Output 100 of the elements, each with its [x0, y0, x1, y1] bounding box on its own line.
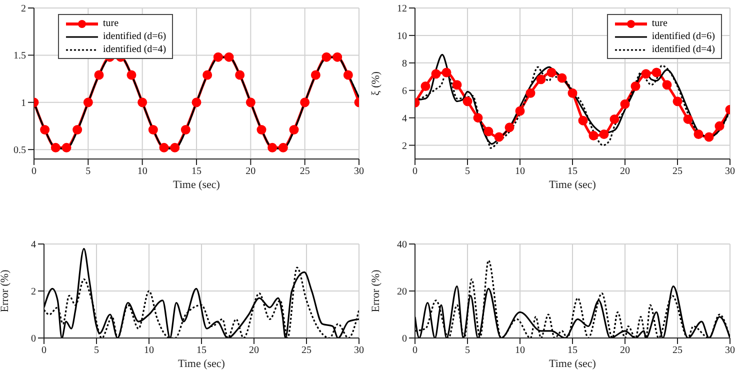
point: [526, 88, 536, 98]
x-tick-label: 0: [412, 166, 418, 178]
point: [224, 52, 234, 62]
point: [452, 80, 462, 90]
point: [300, 98, 310, 108]
point: [420, 81, 430, 91]
point: [170, 142, 180, 152]
legend-label: identified (d=4): [652, 43, 715, 56]
point: [180, 124, 190, 134]
x-tick-label: 10: [144, 345, 154, 356]
point: [94, 70, 104, 80]
x-tick-label: 25: [672, 166, 682, 178]
x-tick-label: 15: [568, 345, 578, 356]
point: [50, 142, 60, 152]
point: [588, 130, 598, 140]
point: [256, 124, 266, 134]
x-axis-title: Time (sec): [178, 358, 226, 370]
x-tick-label: 15: [192, 166, 202, 178]
point: [148, 124, 158, 134]
point: [694, 130, 704, 140]
point: [213, 52, 223, 62]
point: [672, 96, 682, 106]
y-tick-label: 12: [397, 4, 407, 15]
y-tick-label: 0: [402, 334, 407, 345]
point: [704, 132, 714, 142]
point: [494, 132, 504, 142]
point: [662, 80, 672, 90]
point: [62, 142, 72, 152]
point: [310, 70, 320, 80]
point: [683, 114, 693, 124]
point: [578, 116, 588, 126]
y-tick-label: 0: [31, 334, 36, 345]
point: [72, 124, 82, 134]
point: [289, 124, 299, 134]
point: [536, 74, 546, 84]
x-tick-label: 25: [302, 345, 312, 356]
x-tick-label: 30: [725, 166, 735, 178]
y-tick-label: 1.5: [14, 50, 26, 62]
point: [557, 73, 567, 83]
y-tick-label: 1: [21, 98, 26, 109]
point: [268, 142, 278, 152]
point: [278, 142, 288, 152]
x-tick-label: 15: [568, 166, 578, 178]
x-tick-label: 25: [300, 166, 310, 178]
y-tick-label: 4: [31, 240, 36, 251]
x-tick-label: 5: [465, 166, 470, 178]
x-tick-label: 5: [465, 345, 470, 356]
x-tick-label: 10: [515, 166, 525, 178]
point: [126, 70, 136, 80]
y-tick-label: 2: [31, 286, 36, 298]
x-axis-title: Time (sec): [549, 358, 596, 370]
point: [159, 142, 169, 152]
legend-label: identified (d=4): [103, 43, 166, 56]
y-tick-label: 2: [21, 4, 26, 15]
x-tick-label: 0: [412, 345, 418, 356]
point: [40, 124, 50, 134]
point: [630, 81, 640, 91]
x-axis-title: Time (sec): [549, 179, 596, 191]
point: [235, 70, 245, 80]
y-tick-label: 40: [397, 240, 407, 251]
point: [546, 68, 556, 78]
legend-label: identified (d=6): [652, 30, 715, 43]
x-tick-label: 20: [620, 345, 630, 356]
point: [484, 126, 494, 136]
point: [192, 98, 202, 108]
y-tick-label: 8: [402, 58, 407, 70]
x-tick-label: 5: [86, 166, 91, 178]
y-tick-label: 20: [397, 286, 407, 298]
point: [473, 113, 483, 123]
x-tick-label: 10: [137, 166, 148, 178]
point: [138, 98, 148, 108]
x-tick-label: 30: [354, 166, 364, 178]
point: [714, 121, 724, 131]
x-tick-label: 30: [725, 345, 735, 356]
y-tick-label: 10: [397, 31, 407, 42]
point: [599, 130, 609, 140]
point: [83, 98, 93, 108]
y-axis-title: Error (%): [370, 269, 382, 312]
x-axis-title: Time (sec): [173, 179, 220, 191]
legend-label: identified (d=6): [103, 30, 166, 43]
point: [442, 68, 452, 78]
y-axis-title: Error (%): [0, 269, 11, 312]
point: [620, 99, 630, 109]
legend-label: ture: [103, 17, 119, 30]
point: [504, 122, 514, 132]
x-tick-label: 30: [354, 345, 364, 356]
point: [515, 106, 525, 116]
point: [641, 69, 651, 79]
legend-label: ture: [652, 17, 668, 30]
point: [246, 98, 256, 108]
point: [202, 70, 212, 80]
x-tick-label: 20: [249, 345, 259, 356]
x-tick-label: 25: [672, 345, 682, 356]
point: [332, 52, 342, 62]
x-tick-label: 20: [620, 166, 630, 178]
x-tick-label: 15: [196, 345, 206, 356]
x-tick-label: 0: [42, 345, 46, 356]
y-axis-title: ξ (%): [370, 71, 382, 96]
x-tick-label: 5: [94, 345, 99, 356]
y-tick-label: 2: [402, 140, 407, 152]
